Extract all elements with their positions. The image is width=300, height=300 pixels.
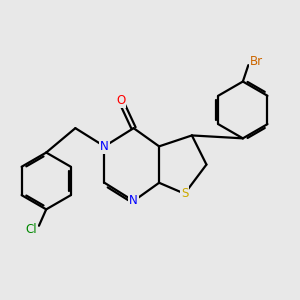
Text: Cl: Cl bbox=[25, 223, 37, 236]
Text: N: N bbox=[100, 140, 109, 153]
Text: O: O bbox=[116, 94, 125, 107]
Text: Br: Br bbox=[250, 55, 263, 68]
Text: S: S bbox=[181, 187, 188, 200]
Text: N: N bbox=[129, 194, 138, 208]
